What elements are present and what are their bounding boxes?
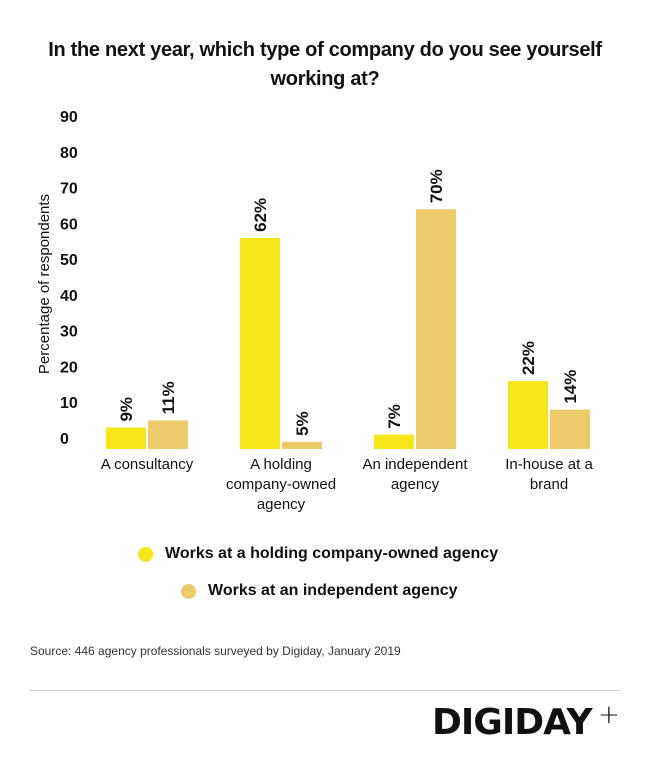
y-tick-label: 90	[60, 109, 78, 126]
bar-holding-2	[374, 434, 414, 449]
data-label: 9%	[117, 397, 136, 422]
category-label: An independent agency	[362, 456, 468, 493]
y-axis-label: Percentage of respondents	[36, 194, 53, 374]
y-tick-label: 20	[60, 359, 78, 376]
bar-chart: 0 10 20 30 40 50 60 70 80 90 Percentage of respond…	[36, 109, 593, 513]
bar-independent-1	[282, 441, 322, 449]
data-label: 22%	[519, 341, 538, 375]
y-tick-label: 30	[60, 324, 78, 341]
category-label: A holding company-owned agency	[226, 456, 336, 513]
legend-label-independent: Works at an independent agency	[208, 582, 458, 599]
data-label: 5%	[293, 411, 312, 436]
bar-independent-3	[550, 409, 590, 449]
chart-title: In the next year, which type of company …	[48, 39, 602, 90]
digiday-logo: DIGIDAY	[432, 702, 593, 743]
bar-holding-3	[508, 381, 548, 449]
y-tick-label: 0	[60, 431, 69, 448]
category-label: A consultancy	[101, 456, 194, 473]
data-label: 7%	[385, 404, 404, 429]
bar-independent-0	[148, 420, 188, 449]
y-tick-label: 80	[60, 145, 78, 162]
y-tick-label: 70	[60, 181, 78, 198]
data-label: 62%	[251, 198, 270, 232]
legend-label-holding: Works at a holding company-owned agency	[165, 545, 499, 562]
category-label: In-house at a brand	[505, 456, 593, 493]
bar-holding-1	[240, 237, 280, 449]
bar-independent-2	[416, 209, 456, 449]
y-tick-label: 50	[60, 252, 78, 269]
data-label: 14%	[561, 370, 580, 404]
source-note: Source: 446 agency professionals surveye…	[30, 644, 401, 658]
bar-holding-0	[106, 427, 146, 449]
digiday-plus-icon: +	[598, 700, 620, 730]
legend-item-holding: Works at a holding company-owned agency	[138, 545, 498, 563]
legend-item-independent: Works at an independent agency	[181, 582, 458, 600]
divider	[30, 690, 620, 691]
data-label: 70%	[427, 169, 446, 203]
legend-swatch-holding	[138, 546, 153, 562]
legend-swatch-independent	[181, 583, 196, 599]
y-tick-label: 40	[60, 288, 78, 305]
y-tick-label: 60	[60, 216, 78, 233]
data-label: 11%	[159, 381, 178, 414]
y-tick-label: 10	[60, 395, 78, 412]
